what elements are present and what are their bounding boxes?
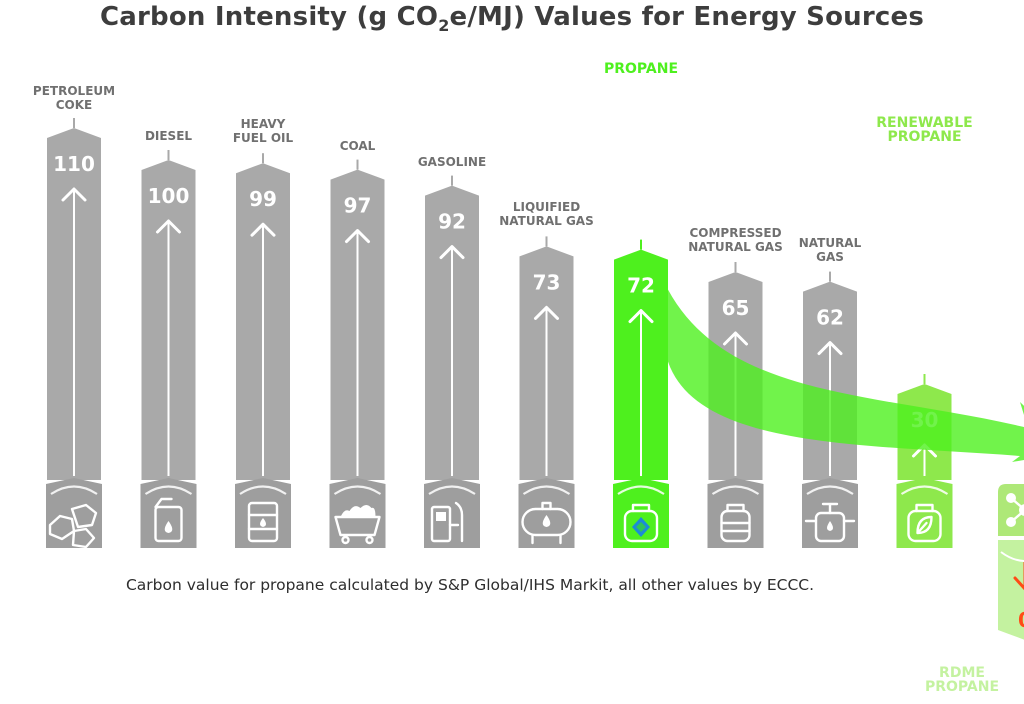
icon-tile-arc-propane (617, 485, 665, 495)
cng-cylinder-icon (720, 503, 751, 543)
icon-tile-liquified-natural-gas (518, 478, 575, 548)
column-diesel: 100 (140, 150, 197, 548)
category-label-heavy-fuel-oil: HEAVY FUEL OIL (232, 117, 294, 146)
category-label-liquified-natural-gas: LIQUIFIED NATURAL GAS (499, 200, 594, 229)
column-liquified-natural-gas: 73 (518, 236, 575, 548)
column-coal: 97 (329, 159, 386, 548)
coke-rocks-icon (48, 503, 98, 549)
bar-arc-rdme-propane (1000, 551, 1024, 562)
value-label-compressed-natural-gas: 65 (722, 296, 750, 320)
value-label-rdme-propane: 0 (1018, 608, 1024, 632)
icon-tile-arc-diesel (144, 485, 193, 495)
value-label-propane: 72 (627, 274, 655, 298)
bar-arrow-head-liquified-natural-gas (534, 305, 559, 320)
category-label-rdme-propane: RDME PROPANE (924, 665, 1000, 695)
value-label-heavy-fuel-oil: 99 (249, 187, 277, 211)
column-heavy-fuel-oil: 99 (235, 153, 291, 548)
icon-tile-propane (613, 478, 669, 548)
category-label-compressed-natural-gas: COMPRESSED NATURAL GAS (688, 226, 783, 254)
column-petroleum-coke: 110 (46, 118, 102, 549)
value-label-diesel: 100 (148, 184, 190, 208)
title-main: Carbon Intensity (g CO (100, 2, 439, 32)
category-label-diesel: DIESEL (144, 129, 193, 143)
renewable-propane-cylinder-icon (907, 503, 942, 543)
propane-cylinder-icon (623, 503, 659, 543)
chart-title: Carbon Intensity (g CO2e/MJ) Values for … (0, 2, 1024, 35)
icon-tile-arc-compressed-natural-gas (711, 485, 760, 495)
icon-tile-arc-natural-gas (806, 485, 854, 495)
value-label-liquified-natural-gas: 73 (533, 270, 561, 294)
value-label-natural-gas: 62 (816, 306, 844, 330)
bar-arrow-head-petroleum-coke (61, 187, 87, 202)
icon-tile-arc-heavy-fuel-oil (239, 485, 287, 495)
fuel-jerrycan-icon (154, 497, 183, 543)
bar-rdme-propane (998, 540, 1024, 640)
icon-tile-arc-coal (333, 485, 382, 495)
bar-arrow-head-natural-gas (817, 341, 843, 356)
title-tail: e/MJ) Values for Energy Sources (449, 2, 924, 32)
icon-tile-heavy-fuel-oil (235, 478, 291, 548)
lng-tank-icon (521, 501, 572, 545)
category-label-petroleum-coke: PETROLEUM COKE (32, 84, 116, 112)
coal-cart-icon (334, 505, 381, 545)
category-label-gasoline: GASOLINE (417, 154, 487, 169)
down-arrow-head-rdme-propane (1013, 576, 1024, 591)
column-rdme-propane: 0 (998, 484, 1024, 640)
footnote: Carbon value for propane calculated by S… (125, 576, 815, 594)
bar-arrow-head-heavy-fuel-oil (250, 222, 276, 237)
reduction-arrow-layer (668, 289, 1024, 462)
value-label-gasoline: 92 (438, 210, 466, 234)
oil-barrel-icon (247, 501, 279, 543)
bar-arrow-head-propane (628, 309, 654, 324)
column-propane: 72 (613, 239, 669, 548)
icon-tile-diesel (140, 478, 197, 548)
bar-arrow-head-diesel (156, 219, 181, 234)
value-label-coal: 97 (344, 194, 372, 218)
title-subscript: 2 (438, 16, 450, 36)
gas-pump-icon (430, 501, 464, 543)
icon-tile-arc-petroleum-coke (50, 485, 98, 495)
icon-tile-rdme-propane (998, 484, 1024, 536)
category-label-renewable-propane: RENEWABLE PROPANE (876, 115, 973, 145)
reduction-arrow (668, 289, 1024, 462)
bar-arrow-head-compressed-natural-gas (723, 331, 748, 346)
natural-gas-valve-icon (804, 502, 856, 543)
icon-tile-gasoline (424, 478, 480, 548)
icon-tile-compressed-natural-gas (707, 478, 764, 548)
category-label-natural-gas: NATURAL GAS (798, 235, 862, 264)
column-renewable-propane: 30 (896, 374, 953, 548)
icon-tile-arc-renewable-propane (900, 485, 949, 495)
column-gasoline: 92 (424, 175, 480, 548)
icon-tile-arc-gasoline (428, 485, 476, 495)
bar-arrow-head-gasoline (439, 245, 465, 260)
icon-tile-arc-liquified-natural-gas (522, 485, 571, 495)
category-label-coal: COAL (339, 138, 376, 153)
value-label-petroleum-coke: 110 (53, 152, 95, 176)
bar-arrow-head-coal (345, 229, 370, 244)
chart-columns: 110 100 99 97 92 73 72 65 62 30 0 (46, 118, 1024, 640)
category-label-propane: PROPANE (603, 61, 679, 77)
icon-tile-renewable-propane (896, 478, 953, 548)
molecule-icon (1006, 493, 1024, 527)
